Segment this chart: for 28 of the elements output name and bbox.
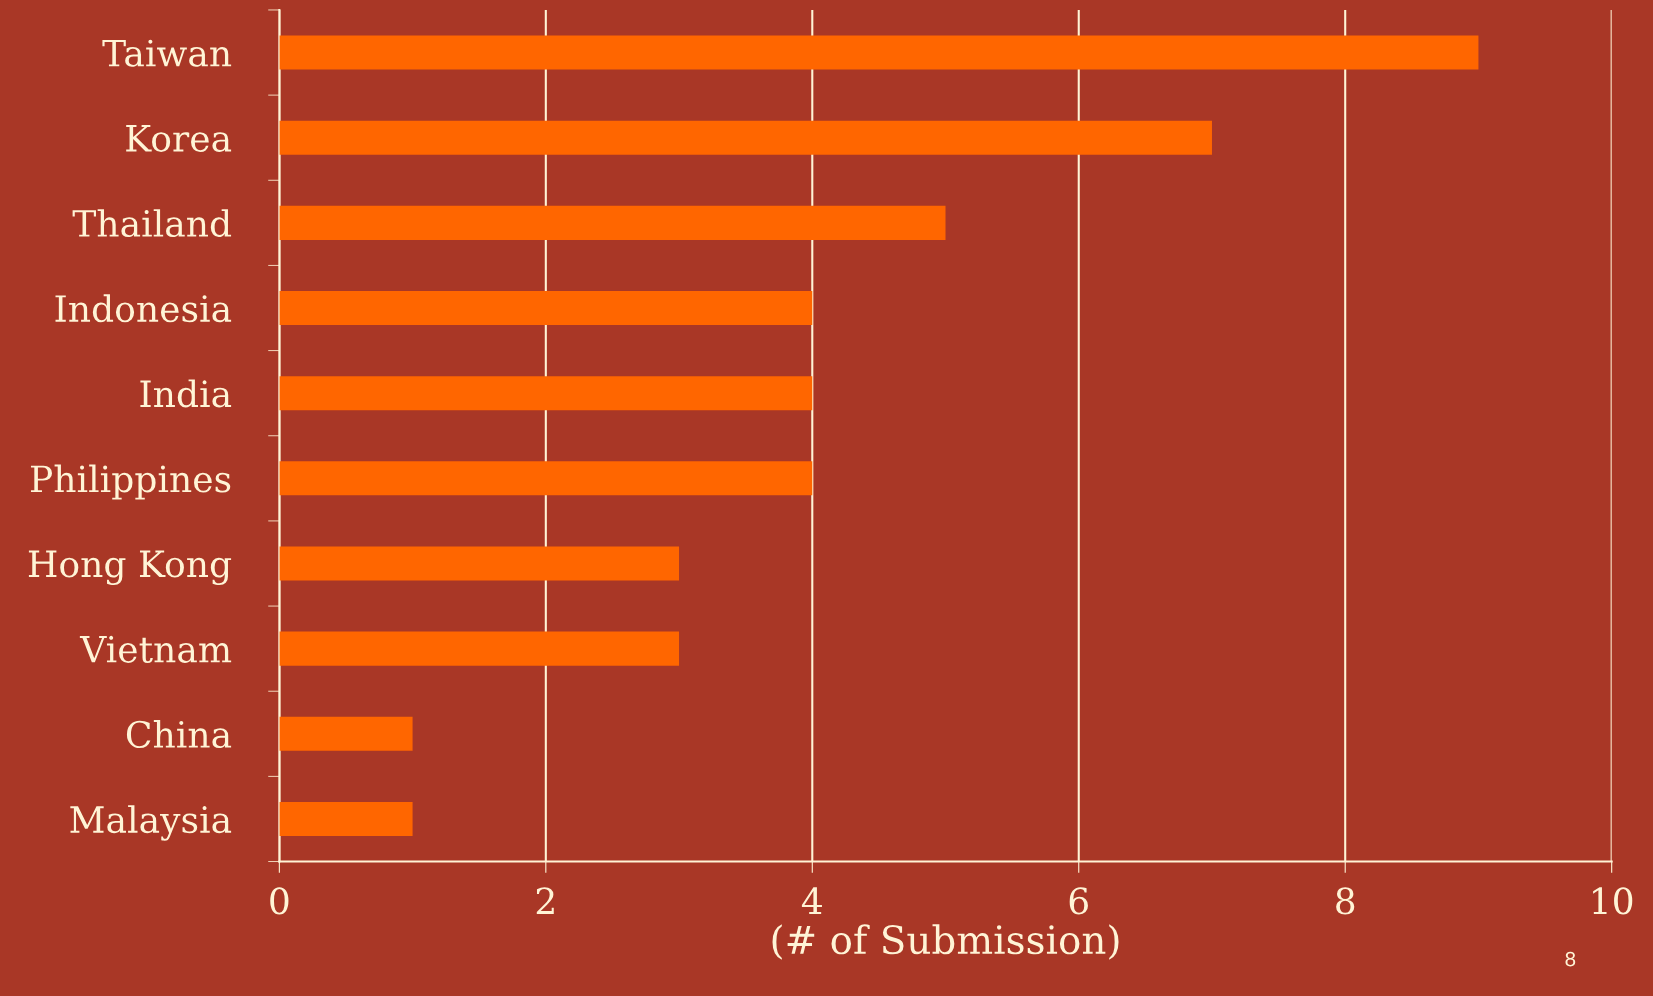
bar [279, 801, 413, 836]
y-tick-label: Vietnam [79, 635, 232, 663]
x-tick-label: 10 [1593, 887, 1633, 915]
bar [279, 546, 680, 581]
y-tick-label: Korea [126, 125, 232, 152]
y-tick-label: Indonesia [55, 294, 232, 323]
x-tick-label: 4 [801, 887, 822, 914]
y-tick-label: Philippines [30, 464, 231, 500]
x-tick-label: 2 [536, 887, 554, 914]
x-axis-title: (# of Submission) [772, 924, 1119, 960]
bar [279, 290, 813, 326]
bar [279, 120, 1212, 155]
y-tick-label: Thailand [72, 209, 232, 238]
bar [279, 461, 813, 496]
x-tick-label: 8 [1336, 887, 1355, 915]
bar [279, 35, 1479, 70]
y-tick-label: Malaysia [70, 805, 232, 841]
bar [279, 716, 413, 751]
bar [279, 205, 946, 240]
y-tick-label: Hong Kong [28, 550, 232, 585]
text: 8 [1565, 951, 1576, 967]
y-tick-label: India [140, 379, 232, 408]
bar [279, 631, 680, 666]
y-tick-label: Taiwan [102, 39, 232, 67]
x-tick-label: 0 [270, 887, 289, 915]
x-tick-label: 6 [1069, 887, 1088, 915]
bar [279, 376, 813, 411]
y-tick-label: China [126, 720, 232, 749]
